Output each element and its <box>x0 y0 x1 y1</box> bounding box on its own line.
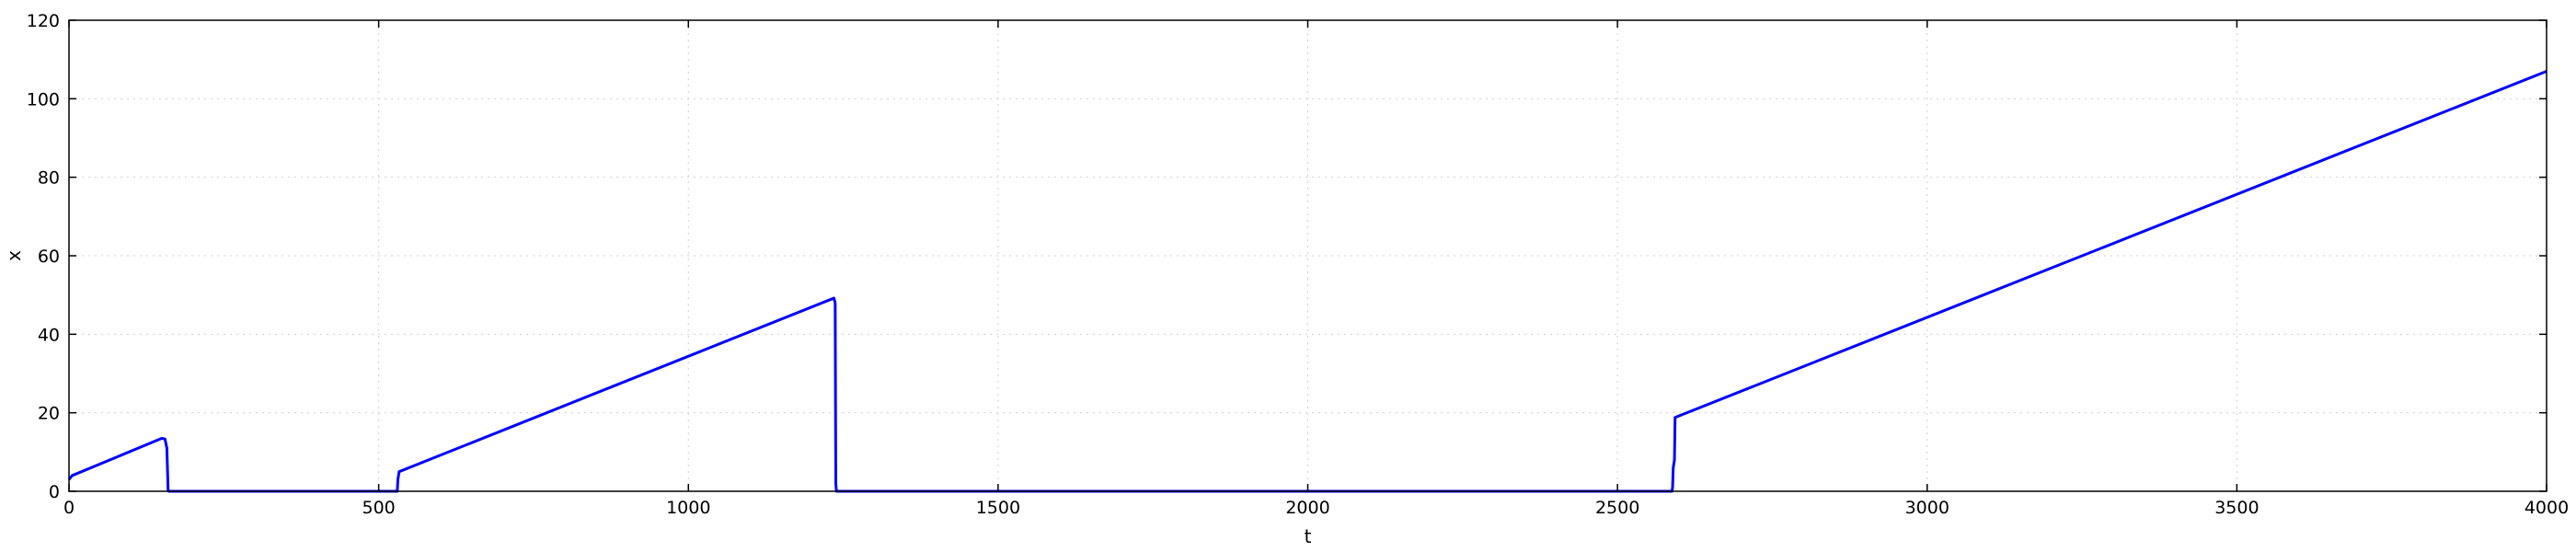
grid <box>69 20 2547 491</box>
y-tick-label: 100 <box>27 89 60 109</box>
ticks: 0 500 1000 1500 2000 2500 3000 3500 4000 0 20 40 60 8… <box>27 11 2569 518</box>
x-tick-label: 2000 <box>1285 498 1329 518</box>
y-tick-label: 20 <box>38 404 60 424</box>
x-tick-label: 4000 <box>2524 498 2569 518</box>
y-tick-label: 60 <box>38 247 60 267</box>
x-tick-label: 2500 <box>1595 498 1639 518</box>
y-axis-label: x <box>3 250 25 261</box>
x-tick-label: 500 <box>362 498 395 518</box>
y-tick-label: 0 <box>49 482 60 502</box>
x-tick-label: 3000 <box>1905 498 1949 518</box>
y-tick-label: 40 <box>38 325 60 345</box>
series-line <box>67 70 2547 493</box>
x-axis-label: t <box>1305 525 1312 547</box>
y-tick-label: 80 <box>38 168 60 189</box>
x-tick-label: 3500 <box>2214 498 2259 518</box>
x-tick-label: 1000 <box>666 498 710 518</box>
series-layer <box>67 70 2547 493</box>
y-tick-label: 120 <box>27 11 60 31</box>
x-tick-label: 0 <box>63 498 75 518</box>
x-tick-label: 1500 <box>976 498 1020 518</box>
